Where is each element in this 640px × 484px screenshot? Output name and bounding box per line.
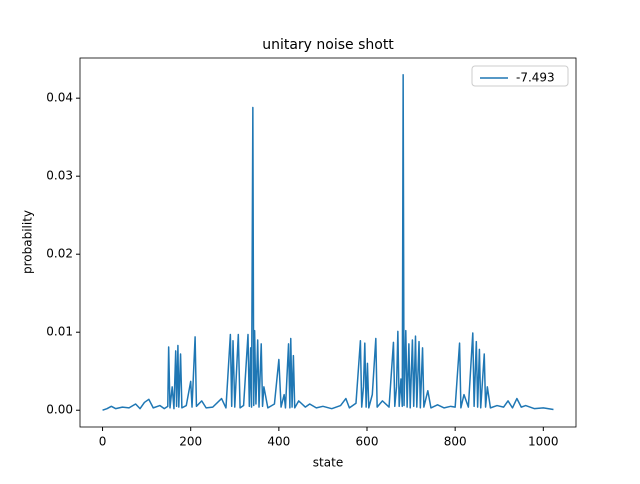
x-tick-label: 1000 — [528, 435, 559, 449]
x-tick-label: 200 — [179, 435, 202, 449]
y-tick-label: 0.03 — [46, 169, 73, 183]
x-tick-label: 0 — [99, 435, 107, 449]
plot-frame — [79, 57, 577, 428]
x-tick-label: 800 — [444, 435, 467, 449]
y-axis-label: probability — [21, 210, 35, 274]
chart-title: unitary noise shott — [262, 37, 394, 53]
y-tick-label: 0.02 — [46, 247, 73, 261]
data-line — [102, 74, 554, 411]
x-tick-label: 400 — [267, 435, 290, 449]
x-axis-label: state — [313, 456, 343, 470]
y-tick-label: 0.00 — [46, 403, 73, 417]
legend-label: -7.493 — [516, 71, 555, 85]
y-tick-label: 0.04 — [46, 91, 73, 105]
x-tick-label: 600 — [356, 435, 379, 449]
y-tick-label: 0.01 — [46, 325, 73, 339]
legend-box — [471, 65, 569, 87]
